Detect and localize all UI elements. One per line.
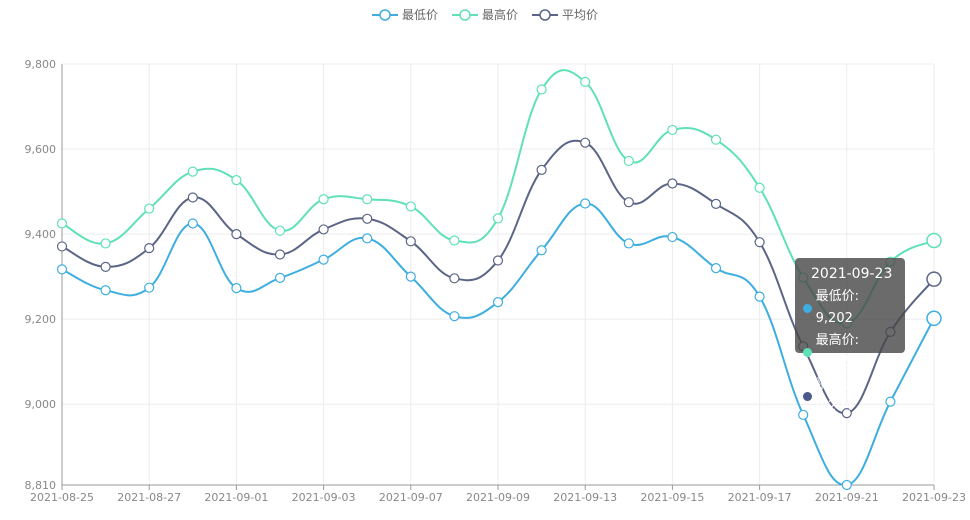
data-point-low <box>100 285 111 296</box>
data-point-low <box>231 283 242 294</box>
data-point-avg <box>144 243 155 254</box>
tooltip-date: 2021-09-23 <box>811 266 893 282</box>
x-tick-label: 2021-09-23 <box>902 491 966 504</box>
data-point-avg <box>536 164 547 175</box>
data-point-low <box>754 291 765 302</box>
tooltip-row-low: 最低价: 9,202 <box>803 286 897 330</box>
data-point-high <box>144 203 155 214</box>
y-tick-label: 9,800 <box>25 58 57 71</box>
series-line-high <box>61 69 935 325</box>
data-point-high <box>274 225 286 236</box>
legend-item-avg[interactable]: 平均价 <box>532 6 598 23</box>
data-point-avg <box>274 249 286 260</box>
data-point-high <box>187 166 198 177</box>
data-point-avg <box>318 224 329 235</box>
data-point-avg <box>667 178 678 189</box>
data-point-high <box>318 194 329 205</box>
data-point-high <box>100 238 111 249</box>
data-point-avg <box>710 198 722 210</box>
legend-marker-avg-icon <box>532 8 558 21</box>
data-point-avg <box>405 236 416 247</box>
x-tick-label: 2021-09-01 <box>204 491 268 504</box>
data-point-low <box>56 264 68 275</box>
legend: 最低价 最高价 平均价 <box>0 6 970 23</box>
tooltip: 2021-09-23 最低价: 9,202 最高价: 9,385 平均价: 9,… <box>795 258 905 414</box>
data-point-low <box>710 263 722 274</box>
legend-marker-high-icon <box>451 8 478 21</box>
tooltip-value-avg: 平均价: 9,294 <box>815 377 860 414</box>
data-point-low <box>144 282 155 293</box>
data-point-low <box>580 198 591 209</box>
data-point-avg <box>754 237 765 248</box>
data-point-high <box>710 134 722 145</box>
y-tick-label: 9,200 <box>25 313 57 326</box>
y-tick-label: 8,810 <box>25 479 57 492</box>
x-tick-label: 2021-08-25 <box>30 491 94 504</box>
data-point-high <box>580 76 591 87</box>
data-point-high <box>623 155 634 167</box>
data-point-high <box>231 174 242 186</box>
data-point-low <box>187 218 198 229</box>
data-point-high <box>667 124 678 136</box>
data-point-avg <box>362 213 373 224</box>
x-tick-label: 2021-09-03 <box>292 491 356 504</box>
data-point-avg <box>187 192 198 203</box>
tooltip-dot-avg-icon <box>803 391 812 401</box>
y-tick-label: 9,600 <box>25 143 57 156</box>
data-point-high <box>754 182 765 193</box>
data-point-avg <box>841 408 852 419</box>
data-point-high <box>926 232 942 249</box>
legend-item-high[interactable]: 最高价 <box>451 6 518 23</box>
data-point-avg <box>926 271 942 287</box>
tooltip-row-high: 最高价: 9,385 <box>803 330 897 374</box>
x-tick-label: 2021-09-21 <box>815 491 879 504</box>
data-point-avg <box>623 197 634 208</box>
legend-marker-low-icon <box>371 8 398 21</box>
data-point-high <box>536 84 547 95</box>
data-point-low <box>492 297 504 308</box>
x-tick-label: 2021-09-07 <box>379 491 443 504</box>
data-point-high <box>492 213 504 224</box>
data-point-low <box>405 271 416 282</box>
tooltip-dot-high-icon <box>803 347 812 357</box>
data-point-low <box>274 272 286 284</box>
data-point-low <box>841 479 852 491</box>
data-point-high <box>449 235 460 246</box>
data-point-low <box>362 233 373 244</box>
data-point-avg <box>449 273 460 284</box>
tooltip-row-avg: 平均价: 9,294 <box>803 374 897 418</box>
x-tick-label: 2021-09-17 <box>728 491 792 504</box>
data-point-avg <box>56 241 68 252</box>
data-point-low <box>318 254 329 265</box>
legend-label-avg: 平均价 <box>562 8 599 22</box>
x-tick-label: 2021-08-27 <box>117 491 181 504</box>
data-point-low <box>623 238 634 249</box>
data-point-low <box>798 409 809 420</box>
x-tick-label: 2021-09-09 <box>466 491 530 504</box>
data-point-high <box>362 194 373 205</box>
legend-label-high: 最高价 <box>481 8 518 22</box>
data-point-avg <box>100 261 111 272</box>
y-tick-label: 9,400 <box>25 228 57 241</box>
data-point-avg <box>492 255 504 266</box>
legend-label-low: 最低价 <box>401 8 438 22</box>
legend-item-low[interactable]: 最低价 <box>371 6 438 23</box>
tooltip-value-high: 最高价: 9,385 <box>815 333 860 370</box>
x-tick-label: 2021-09-15 <box>640 491 704 504</box>
data-point-low <box>449 311 460 322</box>
data-point-low <box>885 396 896 407</box>
tooltip-dot-low-icon <box>803 303 812 313</box>
data-point-high <box>56 218 68 229</box>
x-tick-label: 2021-09-13 <box>553 491 617 504</box>
data-point-high <box>405 201 416 212</box>
data-point-avg <box>231 229 242 240</box>
data-point-low <box>926 310 942 327</box>
y-tick-label: 9,000 <box>25 398 57 411</box>
data-point-avg <box>580 137 591 148</box>
data-point-low <box>667 231 678 243</box>
tooltip-value-low: 最低价: 9,202 <box>815 289 860 326</box>
data-point-low <box>536 245 547 256</box>
